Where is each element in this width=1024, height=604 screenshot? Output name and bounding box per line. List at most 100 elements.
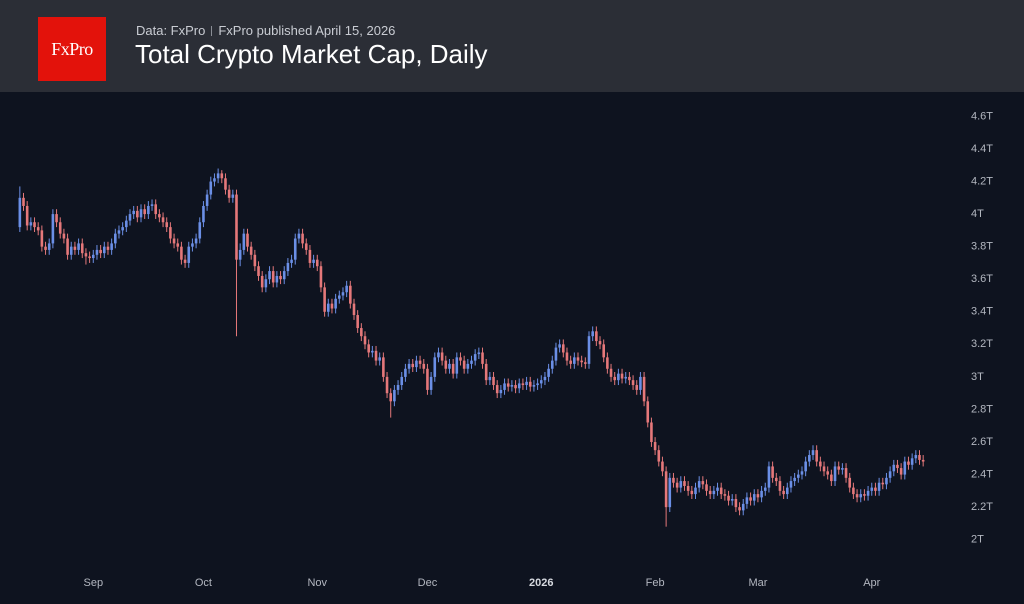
- candle-body: [492, 376, 495, 386]
- candle-body: [459, 357, 462, 361]
- candle-body: [870, 487, 874, 491]
- candle-body: [547, 368, 550, 377]
- candle-body: [573, 357, 576, 364]
- y-tick-label: 4.4T: [971, 143, 993, 155]
- y-tick-label: 2.6T: [971, 436, 993, 448]
- candle-body: [297, 233, 301, 239]
- candle-body: [877, 482, 881, 491]
- candle-body: [40, 230, 44, 247]
- candle-body: [863, 494, 866, 496]
- candle-body: [125, 220, 128, 228]
- candle-body: [407, 363, 411, 369]
- candle-body: [389, 393, 393, 402]
- candle-body: [639, 376, 642, 390]
- candle-body: [444, 360, 448, 369]
- candle-body: [749, 497, 752, 501]
- y-tick-label: 3.2T: [971, 338, 993, 350]
- candle-body: [176, 243, 180, 247]
- candle-body: [238, 249, 242, 260]
- candle-body: [51, 214, 55, 244]
- candle-body: [69, 246, 73, 255]
- x-tick-label: Nov: [307, 577, 327, 589]
- source: Data: FxPro: [136, 23, 206, 38]
- candle-body: [477, 352, 481, 355]
- candle-body: [264, 279, 268, 288]
- candle-body: [672, 477, 675, 483]
- y-tick-label: 4.2T: [971, 175, 993, 187]
- candle-body: [246, 233, 249, 247]
- y-tick-label: 3.4T: [971, 306, 993, 318]
- candle-body: [808, 455, 811, 462]
- candle-body: [785, 487, 789, 495]
- x-tick-label: Apr: [863, 577, 880, 589]
- candle-body: [73, 246, 77, 250]
- candle-body: [907, 461, 910, 465]
- candle-body: [143, 209, 146, 215]
- candle-body: [22, 197, 25, 206]
- candle-body: [797, 474, 800, 478]
- candle-body: [815, 450, 818, 462]
- candle-body: [470, 360, 473, 364]
- candle-body: [257, 266, 260, 276]
- candle-body: [356, 315, 359, 329]
- candle-body: [374, 350, 378, 361]
- candle-body: [517, 383, 521, 389]
- chart: 2T 2.2T 2.4T 2.6T 2.8T 3T 3.2T 3.4T 3.6T 3.8T 4T 4.…: [18, 110, 993, 589]
- candle-body: [213, 178, 216, 182]
- candle-body: [716, 487, 719, 491]
- candle-body: [631, 380, 635, 386]
- candle-body: [341, 292, 345, 296]
- candle-body: [367, 344, 370, 353]
- candle-body: [675, 482, 679, 488]
- candle-body: [80, 243, 84, 254]
- candle-body: [466, 363, 470, 369]
- candle-body: [286, 262, 290, 272]
- candle-body: [29, 222, 33, 226]
- candle-body: [602, 344, 605, 358]
- candle-body: [319, 266, 323, 288]
- candle-body: [235, 194, 238, 260]
- candle-body: [550, 360, 554, 369]
- candle-body: [312, 259, 315, 263]
- candle-body: [760, 490, 763, 498]
- candle-body: [506, 383, 510, 387]
- candle-body: [426, 368, 429, 390]
- candle-body: [36, 227, 40, 231]
- candle-body: [565, 352, 569, 361]
- candle-body: [778, 481, 782, 491]
- candle-body: [308, 249, 312, 263]
- candle-body: [752, 494, 756, 501]
- candle-body: [510, 385, 514, 387]
- x-tick-label: Mar: [748, 577, 767, 589]
- candle-body: [848, 477, 852, 488]
- candle-body: [95, 249, 99, 255]
- candle-body: [268, 271, 271, 280]
- candle-body: [562, 344, 565, 353]
- candle-body: [617, 373, 620, 381]
- candle-body: [587, 336, 591, 364]
- candle-body: [202, 205, 205, 223]
- candle-body: [653, 442, 657, 451]
- candle-body: [117, 230, 121, 234]
- candle-body: [315, 259, 319, 267]
- candle-body: [852, 487, 855, 495]
- candle-body: [183, 259, 187, 263]
- candle-body: [121, 227, 124, 231]
- candle-body: [679, 481, 683, 488]
- candle-body: [628, 376, 631, 381]
- candle-body: [205, 194, 209, 206]
- candle-body: [106, 246, 110, 250]
- candle-body: [705, 484, 708, 491]
- candle-body: [338, 295, 341, 299]
- candle-body: [811, 450, 815, 456]
- candle-body: [198, 222, 202, 239]
- candle-body: [102, 246, 106, 254]
- candle-body: [84, 253, 88, 257]
- candle-body: [169, 227, 172, 239]
- candle-body: [161, 217, 165, 223]
- candle-body: [708, 490, 712, 495]
- candle-body: [249, 246, 253, 255]
- candle-body: [896, 464, 899, 469]
- candle-body: [484, 363, 488, 381]
- candle-body: [580, 360, 583, 363]
